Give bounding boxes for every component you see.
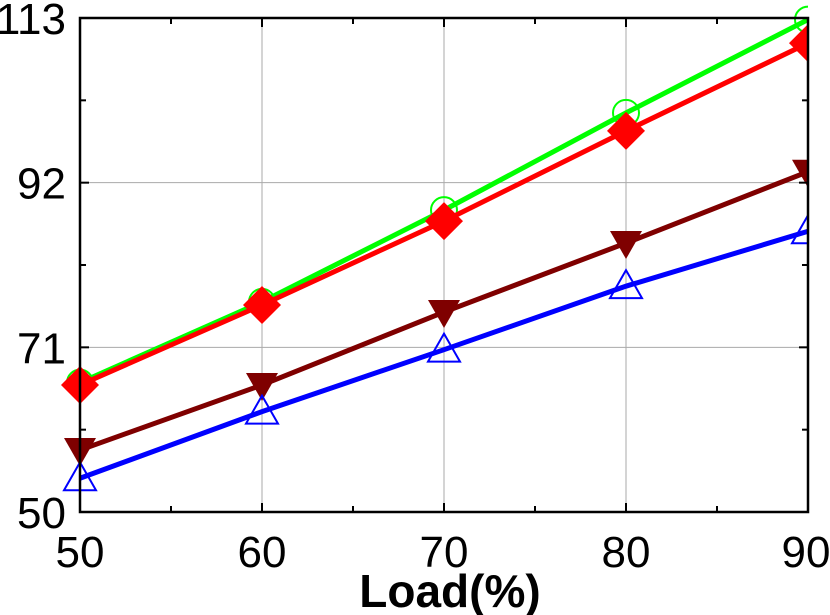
x-tick-label: 50 — [56, 528, 105, 577]
triangle-down-marker — [428, 300, 460, 329]
x-tick-label: 60 — [238, 528, 287, 577]
y-tick-label: 113 — [0, 0, 66, 44]
triangle-up-marker — [244, 393, 280, 425]
x-tick-label: 80 — [602, 528, 651, 577]
triangle-down-marker — [610, 231, 642, 260]
y-tick-label: 71 — [17, 324, 66, 373]
diamond-marker — [789, 24, 808, 63]
ticks — [79, 17, 809, 513]
x-axis-label: Load(%) — [359, 565, 540, 615]
triangle-down-marker — [246, 372, 278, 401]
series-4 — [62, 213, 808, 492]
y-tick-label: 92 — [17, 160, 66, 209]
series-2 — [61, 24, 808, 404]
y-tick-label: 50 — [17, 489, 66, 538]
diamond-marker — [243, 285, 281, 324]
diamond-marker — [425, 202, 463, 241]
x-tick-label: 70 — [420, 528, 469, 577]
diamond-marker — [607, 111, 645, 150]
series-group — [61, 5, 808, 492]
x-tick-label: 90 — [782, 528, 830, 577]
triangle-up-marker — [426, 331, 462, 363]
triangle-down-marker — [792, 159, 808, 188]
series-line — [79, 228, 808, 481]
triangle-up-marker — [790, 213, 808, 245]
triangle-up-marker — [608, 268, 644, 300]
tick-labels: 50 60 70 80 90 50 71 92 113 — [0, 0, 830, 577]
circle-marker — [794, 5, 808, 34]
